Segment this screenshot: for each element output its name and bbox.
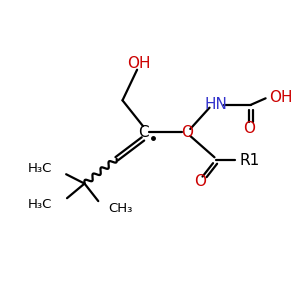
Text: R1: R1	[240, 153, 260, 168]
Text: H₃C: H₃C	[28, 198, 52, 211]
Text: O: O	[243, 121, 255, 136]
Text: H₃C: H₃C	[28, 163, 52, 176]
Text: C: C	[138, 125, 148, 140]
Text: OH: OH	[127, 56, 150, 71]
Text: HN: HN	[205, 97, 227, 112]
Text: OH: OH	[269, 90, 292, 105]
Text: O: O	[194, 174, 206, 189]
Text: CH₃: CH₃	[108, 202, 132, 215]
Text: O: O	[181, 125, 193, 140]
